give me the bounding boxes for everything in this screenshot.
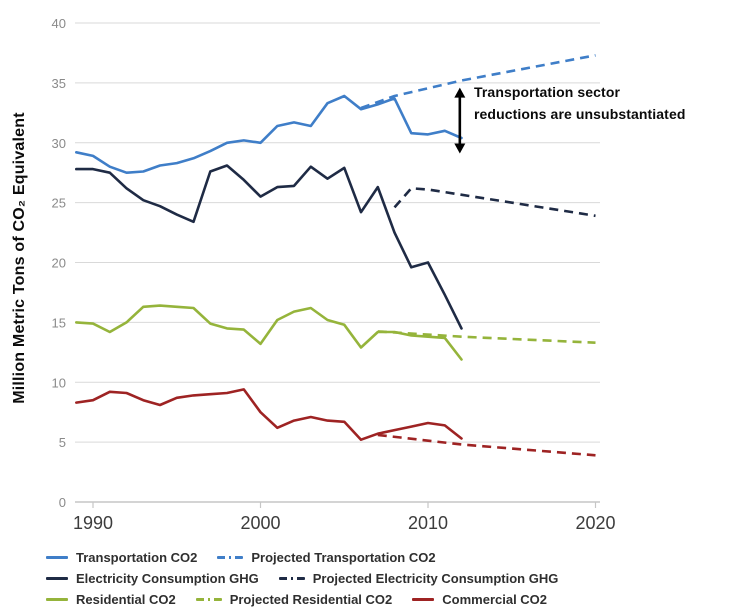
- y-tick-label: 40: [52, 16, 66, 31]
- x-tick-label: 2000: [240, 513, 280, 533]
- legend-label: Projected Residential CO2: [229, 592, 393, 607]
- legend-row-1: Transportation CO2 Projected Transportat…: [46, 547, 558, 568]
- y-tick-label: 0: [59, 495, 66, 510]
- line-chart-canvas: 0 5 10 15 20 25 30 35 40 1990 2000 2010 2020: [52, 16, 616, 533]
- residential-line-swatch-icon: [46, 598, 68, 601]
- legend-item-projected-electricity: Projected Electricity Consumption GHG: [278, 571, 559, 586]
- chart-legend: Transportation CO2 Projected Transportat…: [46, 547, 558, 610]
- series-line-projected-transportation-co2: [360, 54, 596, 110]
- series-line-projected-residential-co2: [377, 330, 596, 344]
- legend-item-projected-transportation: Projected Transportation CO2: [217, 550, 436, 565]
- legend-item-commercial: Commercial CO2: [412, 592, 547, 607]
- projected-transportation-dashed-swatch-icon: [217, 556, 244, 559]
- x-tick-label: 1990: [73, 513, 113, 533]
- annotation-text: Transportation sector reductions are uns…: [474, 81, 685, 125]
- legend-label: Residential CO2: [76, 592, 176, 607]
- legend-label: Electricity Consumption GHG: [76, 571, 259, 586]
- projected-electricity-dashed-swatch-icon: [278, 577, 305, 580]
- projected-residential-dashed-swatch-icon: [195, 598, 222, 601]
- y-tick-label: 10: [52, 375, 66, 390]
- legend-label: Commercial CO2: [442, 592, 548, 607]
- annotation-arrowhead-up-icon: [454, 87, 466, 98]
- legend-item-projected-residential: Projected Residential CO2: [195, 592, 393, 607]
- legend-row-3: Residential CO2 Projected Residential CO…: [46, 589, 558, 610]
- legend-item-residential: Residential CO2: [46, 592, 176, 607]
- legend-row-2: Electricity Consumption GHG Projected El…: [46, 568, 558, 589]
- legend-item-transportation: Transportation CO2: [46, 550, 197, 565]
- series-line-residential-co2: [75, 304, 463, 361]
- y-tick-label: 20: [52, 256, 66, 271]
- y-tick-label: 5: [59, 435, 66, 450]
- series-line-commercial-co2: [75, 388, 463, 442]
- annotation-line-2: reductions are unsubstantiated: [474, 106, 686, 122]
- series-line-projected-electricity-consumption-ghg: [393, 187, 596, 218]
- legend-label: Projected Transportation CO2: [251, 550, 436, 565]
- legend-item-electricity: Electricity Consumption GHG: [46, 571, 259, 586]
- y-tick-label: 30: [52, 136, 66, 151]
- y-axis-title: Million Metric Tons of CO₂ Equivalent: [11, 112, 28, 404]
- electricity-line-swatch-icon: [46, 577, 68, 580]
- series-line-transportation-co2: [75, 94, 463, 174]
- transportation-line-swatch-icon: [46, 556, 68, 559]
- x-tick-label: 2020: [575, 513, 615, 533]
- series-line-projected-commercial-co2: [377, 433, 596, 457]
- legend-label: Projected Electricity Consumption GHG: [312, 571, 559, 586]
- y-tick-label: 25: [52, 196, 66, 211]
- legend-label: Transportation CO2: [76, 550, 198, 565]
- y-tick-label: 35: [52, 76, 66, 91]
- commercial-line-swatch-icon: [412, 598, 435, 601]
- series-line-electricity-consumption-ghg: [75, 164, 463, 330]
- annotation-arrowhead-down-icon: [454, 143, 466, 154]
- x-tick-label: 2010: [408, 513, 448, 533]
- annotation-line-1: Transportation sector: [474, 84, 621, 100]
- y-tick-label: 15: [52, 315, 66, 330]
